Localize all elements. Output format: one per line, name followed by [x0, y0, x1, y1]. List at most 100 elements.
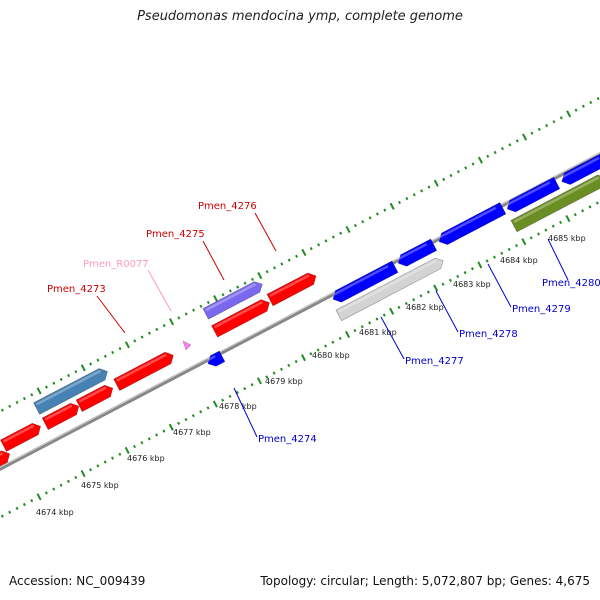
gene-label: Pmen_4273: [47, 284, 106, 295]
cds-forward-arrow-gloss: [213, 300, 263, 329]
tick-mark-upper: [287, 258, 291, 262]
gene-leader-line: [487, 263, 512, 308]
tick-mark-upper: [589, 100, 593, 105]
tick-mark-lower: [433, 284, 439, 292]
tick-mark-lower: [521, 238, 527, 246]
tick-mark-lower: [36, 493, 42, 501]
tick-mark-lower: [294, 359, 298, 364]
gene-leader-line: [233, 387, 258, 438]
tick-mark-upper: [236, 285, 240, 289]
tick-mark-lower: [316, 348, 320, 352]
tick-mark-upper: [301, 248, 307, 257]
tick-mark-upper: [74, 370, 78, 374]
tick-mark-lower: [353, 328, 357, 333]
tick-mark-lower: [133, 444, 137, 449]
pseudogene-gray-box: [335, 257, 444, 322]
tick-mark-upper: [111, 350, 115, 355]
tick-mark-upper: [389, 202, 395, 210]
tick-mark-upper: [456, 170, 460, 174]
tick-mark-upper: [155, 327, 159, 331]
tick-mark-upper: [295, 254, 299, 258]
gene-leader-line: [254, 212, 277, 252]
tick-mark-upper: [250, 277, 254, 281]
tick-mark-upper: [477, 156, 483, 164]
tick-mark-upper: [169, 318, 175, 326]
tick-mark-upper: [405, 196, 409, 201]
gene-blue-box: [33, 368, 108, 415]
tick-mark-upper: [581, 104, 585, 108]
tick-mark-lower: [212, 400, 218, 408]
tick-mark-lower: [331, 340, 335, 344]
tick-mark-upper: [596, 96, 600, 101]
tick-mark-upper: [449, 173, 453, 178]
tick-mark-upper: [206, 300, 210, 305]
kbp-label: 4684 kbp: [500, 256, 538, 265]
tick-mark-upper: [383, 208, 387, 212]
cds-reverse-arrow-gloss: [332, 265, 389, 297]
tick-mark-lower: [118, 452, 122, 456]
cds-reverse-arrow-gloss: [561, 156, 600, 179]
tick-mark-upper: [515, 139, 519, 143]
gene-blue-box-gloss: [36, 369, 101, 406]
cds-forward-arrow-gloss: [116, 353, 167, 382]
tick-mark-lower: [338, 336, 342, 340]
tick-mark-lower: [155, 433, 159, 437]
tick-mark-lower: [147, 437, 151, 441]
tick-mark-upper: [184, 312, 188, 316]
tick-mark-lower: [8, 510, 12, 514]
cds-reverse-arrow: [438, 202, 507, 246]
tick-mark-upper: [522, 133, 528, 141]
tick-mark-upper: [427, 185, 431, 189]
tick-mark-lower: [368, 321, 372, 325]
tick-mark-lower: [375, 317, 379, 321]
tick-mark-upper: [44, 385, 48, 389]
tick-mark-lower: [360, 325, 364, 329]
cds-forward-arrow-gloss: [269, 274, 310, 297]
gene-leader-line: [435, 290, 459, 333]
tick-mark-lower: [573, 213, 577, 217]
cds-reverse-arrow-gloss: [207, 355, 216, 362]
tick-mark-lower: [507, 247, 511, 252]
tick-mark-lower: [80, 470, 86, 478]
tick-mark-lower: [441, 282, 445, 286]
tick-mark-lower: [389, 307, 395, 315]
cds-reverse-arrow: [332, 260, 399, 303]
tick-mark-upper: [140, 335, 144, 339]
tick-mark-lower: [206, 406, 210, 410]
gene-olive-box: [510, 174, 600, 233]
tick-mark-lower: [272, 371, 276, 375]
tick-mark-lower: [177, 421, 181, 425]
tick-mark-upper: [221, 293, 225, 297]
tick-mark-upper: [177, 316, 181, 320]
tick-mark-lower: [309, 352, 313, 356]
tick-mark-upper: [124, 341, 130, 349]
tick-mark-upper: [0, 408, 4, 412]
tick-mark-upper: [228, 289, 232, 293]
tick-mark-lower: [426, 290, 430, 294]
tick-mark-lower: [515, 243, 518, 248]
pseudogene-gray-box-gloss: [338, 259, 438, 313]
tick-mark-lower: [66, 479, 70, 483]
cds-reverse-arrow: [506, 176, 561, 213]
gene-label: Pmen_4277: [405, 356, 464, 367]
gene-label: Pmen_4280: [542, 278, 600, 289]
tick-mark-lower: [287, 363, 291, 368]
backbone-highlight: [0, 152, 600, 468]
cds-forward-arrow: [75, 384, 114, 412]
cds-forward-arrow-gloss: [2, 424, 35, 443]
tick-mark-upper: [412, 193, 416, 197]
tick-mark-lower: [243, 386, 247, 391]
tick-mark-lower: [162, 429, 166, 433]
tick-mark-lower: [419, 294, 423, 298]
gene-label: Pmen_4275: [146, 229, 205, 240]
tick-mark-lower: [551, 224, 555, 228]
kbp-label: 4680 kbp: [312, 351, 350, 360]
tick-mark-lower: [59, 483, 63, 487]
cds-reverse-arrow-gloss: [506, 181, 551, 206]
tick-mark-upper: [464, 166, 468, 170]
tick-mark-lower: [256, 377, 262, 385]
cds-forward-arrow-gloss: [78, 386, 107, 403]
tick-mark-lower: [470, 267, 474, 271]
tick-mark-upper: [273, 266, 276, 270]
